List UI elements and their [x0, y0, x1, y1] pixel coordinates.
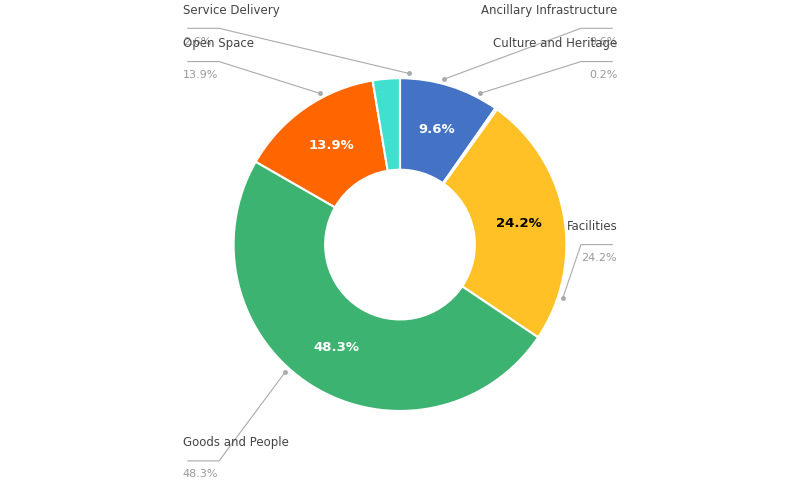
Text: 0.2%: 0.2%	[589, 70, 617, 80]
Text: 13.9%: 13.9%	[183, 70, 218, 80]
Text: Culture and Heritage: Culture and Heritage	[493, 37, 617, 50]
Wedge shape	[373, 78, 400, 171]
Wedge shape	[234, 162, 538, 411]
Text: 48.3%: 48.3%	[183, 469, 218, 479]
Text: 48.3%: 48.3%	[314, 341, 359, 353]
Wedge shape	[256, 80, 388, 207]
Text: Service Delivery: Service Delivery	[183, 4, 280, 16]
Wedge shape	[443, 108, 497, 184]
Text: Goods and People: Goods and People	[183, 436, 289, 449]
Text: 2.6%: 2.6%	[183, 37, 211, 46]
Text: 24.2%: 24.2%	[496, 217, 542, 230]
Text: Ancillary Infrastructure: Ancillary Infrastructure	[481, 4, 617, 16]
Wedge shape	[444, 109, 566, 337]
Text: Open Space: Open Space	[183, 37, 254, 50]
Text: 9.6%: 9.6%	[418, 123, 454, 136]
Text: 13.9%: 13.9%	[308, 139, 354, 152]
Text: 9.6%: 9.6%	[589, 37, 617, 46]
Wedge shape	[400, 78, 495, 183]
Text: 24.2%: 24.2%	[582, 253, 617, 263]
Text: Facilities: Facilities	[566, 220, 617, 233]
